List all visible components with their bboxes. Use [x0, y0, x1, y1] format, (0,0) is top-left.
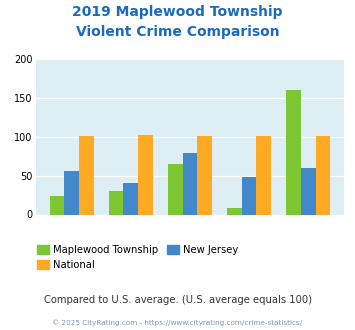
Bar: [286, 90, 301, 214]
Bar: [301, 168, 316, 214]
Bar: [79, 136, 94, 214]
Bar: [50, 196, 64, 214]
Legend: Maplewood Township, National, New Jersey: Maplewood Township, National, New Jersey: [33, 241, 242, 274]
Bar: [124, 183, 138, 214]
Text: 2019 Maplewood Township: 2019 Maplewood Township: [72, 5, 283, 19]
Bar: [64, 171, 79, 214]
Text: Violent Crime Comparison: Violent Crime Comparison: [76, 25, 279, 39]
Text: © 2025 CityRating.com - https://www.cityrating.com/crime-statistics/: © 2025 CityRating.com - https://www.city…: [53, 319, 302, 326]
Bar: [182, 153, 197, 214]
Bar: [138, 135, 153, 214]
Bar: [168, 164, 182, 214]
Text: Compared to U.S. average. (U.S. average equals 100): Compared to U.S. average. (U.S. average …: [44, 295, 311, 305]
Bar: [197, 136, 212, 214]
Bar: [242, 177, 256, 214]
Bar: [256, 136, 271, 214]
Bar: [109, 191, 124, 214]
Bar: [227, 208, 242, 214]
Bar: [316, 136, 330, 214]
